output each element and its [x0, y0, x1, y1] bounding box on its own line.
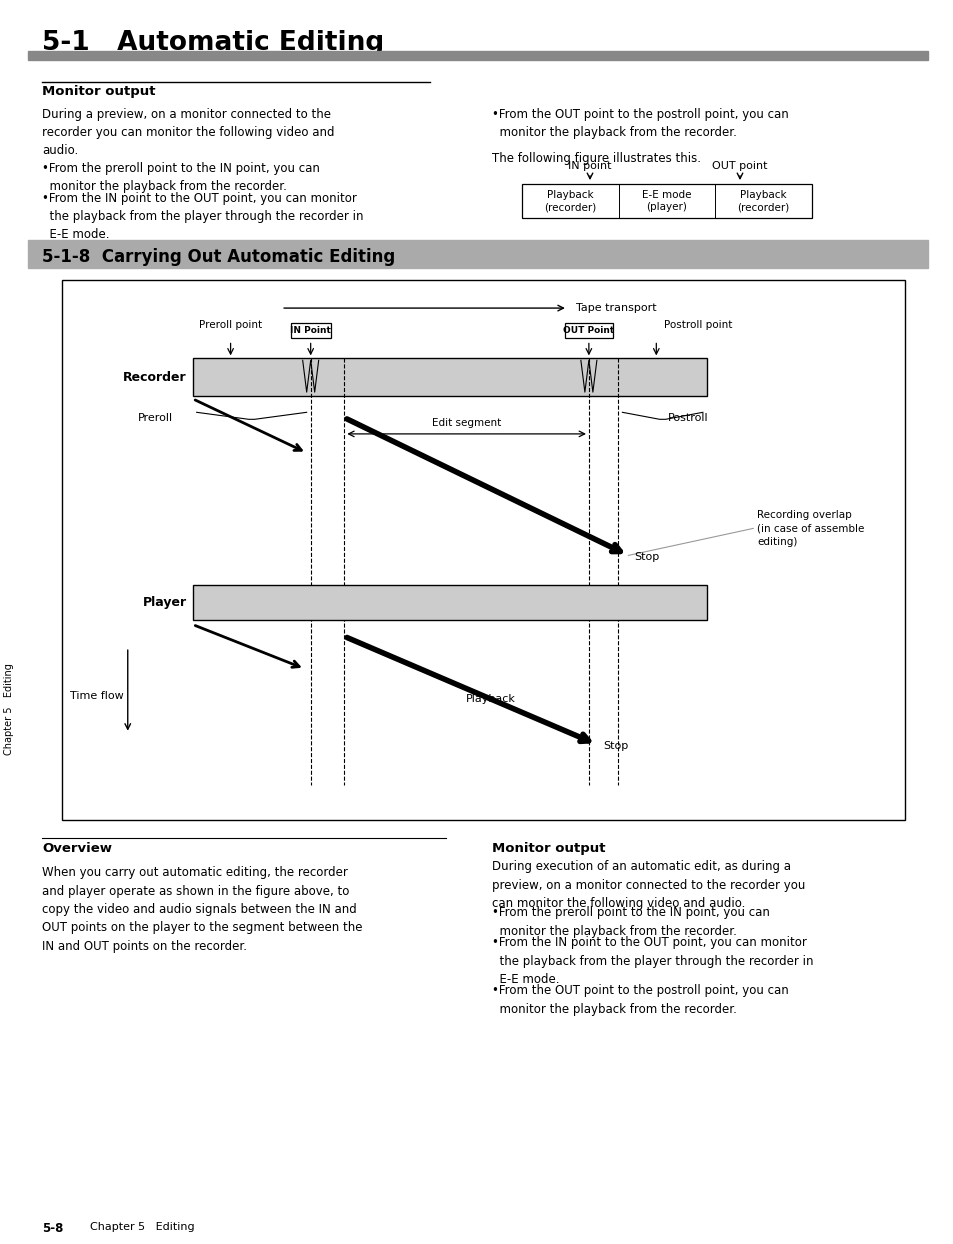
Text: Postroll: Postroll: [668, 413, 708, 423]
Text: Stop: Stop: [602, 741, 627, 751]
Text: Time flow: Time flow: [70, 690, 124, 700]
Text: Playback
(recorder): Playback (recorder): [737, 190, 789, 213]
Text: Stop: Stop: [634, 552, 659, 562]
Bar: [193, 585, 706, 621]
Bar: [291, 323, 331, 338]
Text: Preroll: Preroll: [138, 413, 172, 423]
Text: Chapter 5   Editing: Chapter 5 Editing: [90, 1222, 194, 1232]
Text: Tape transport: Tape transport: [576, 304, 657, 313]
Text: OUT point: OUT point: [712, 160, 767, 170]
Text: •From the IN point to the OUT point, you can monitor
  the playback from the pla: •From the IN point to the OUT point, you…: [492, 935, 813, 986]
Text: Playback: Playback: [465, 694, 515, 704]
Text: The following figure illustrates this.: The following figure illustrates this.: [492, 152, 700, 165]
Text: Edit segment: Edit segment: [432, 418, 500, 428]
Bar: [193, 358, 706, 396]
Text: Monitor output: Monitor output: [492, 842, 605, 855]
Text: •From the preroll point to the IN point, you can
  monitor the playback from the: •From the preroll point to the IN point,…: [492, 906, 769, 938]
Text: Recording overlap
(in case of assemble
editing): Recording overlap (in case of assemble e…: [757, 510, 863, 547]
Text: E-E mode
(player): E-E mode (player): [641, 190, 691, 213]
Text: Monitor output: Monitor output: [42, 85, 155, 98]
Text: Player: Player: [142, 596, 187, 610]
Text: Playback
(recorder): Playback (recorder): [543, 190, 596, 213]
Text: 5-1-8  Carrying Out Automatic Editing: 5-1-8 Carrying Out Automatic Editing: [42, 248, 395, 266]
Text: 5-1   Automatic Editing: 5-1 Automatic Editing: [42, 30, 384, 56]
Text: Chapter 5   Editing: Chapter 5 Editing: [4, 663, 13, 755]
Text: •From the OUT point to the postroll point, you can
  monitor the playback from t: •From the OUT point to the postroll poin…: [492, 984, 788, 1015]
Text: 5-8: 5-8: [42, 1222, 63, 1235]
Text: Overview: Overview: [42, 842, 112, 855]
Text: IN point: IN point: [568, 160, 611, 170]
Bar: [62, 280, 904, 820]
Text: IN Point: IN Point: [290, 326, 331, 336]
Text: Preroll point: Preroll point: [199, 320, 262, 330]
Text: OUT Point: OUT Point: [562, 326, 614, 336]
Text: •From the OUT point to the postroll point, you can
  monitor the playback from t: •From the OUT point to the postroll poin…: [492, 108, 788, 139]
Bar: [564, 323, 612, 338]
Text: •From the preroll point to the IN point, you can
  monitor the playback from the: •From the preroll point to the IN point,…: [42, 162, 319, 193]
Text: During a preview, on a monitor connected to the
recorder you can monitor the fol: During a preview, on a monitor connected…: [42, 108, 335, 157]
Text: When you carry out automatic editing, the recorder
and player operate as shown i: When you carry out automatic editing, th…: [42, 866, 362, 953]
Bar: [521, 184, 811, 218]
Text: •From the IN point to the OUT point, you can monitor
  the playback from the pla: •From the IN point to the OUT point, you…: [42, 192, 363, 241]
Bar: [28, 51, 927, 60]
Text: During execution of an automatic edit, as during a
preview, on a monitor connect: During execution of an automatic edit, a…: [492, 860, 804, 911]
Text: Recorder: Recorder: [123, 371, 187, 383]
Bar: [28, 240, 927, 267]
Text: Postroll point: Postroll point: [663, 320, 732, 330]
